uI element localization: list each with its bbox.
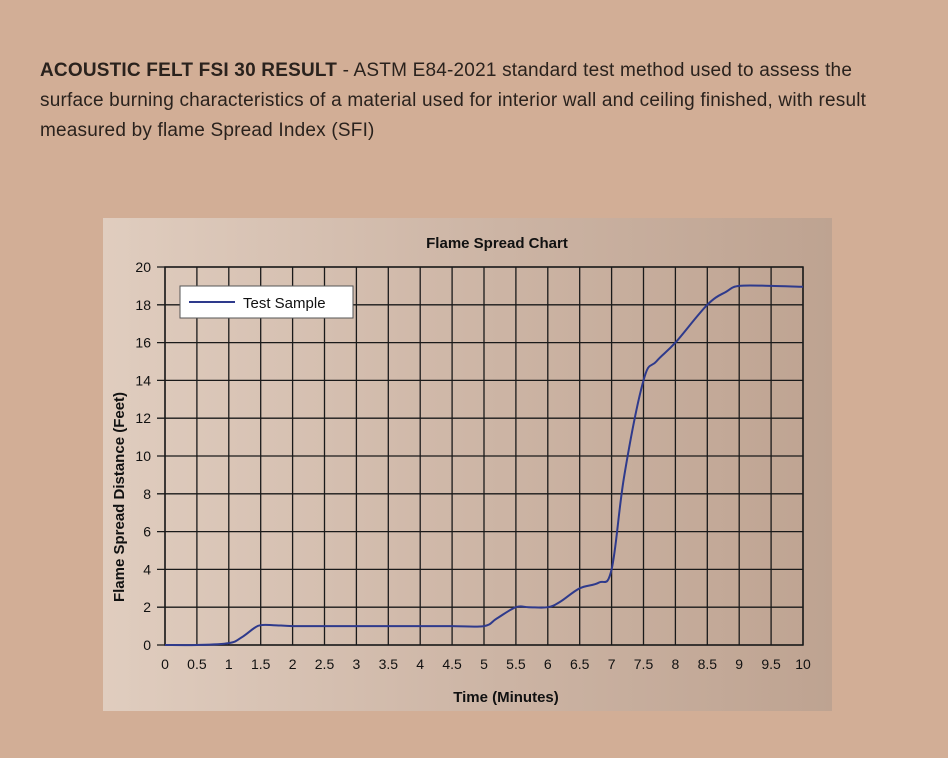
x-tick-label: 3: [353, 656, 361, 672]
y-tick-label: 14: [135, 372, 151, 388]
x-tick-label: 5.5: [506, 656, 526, 672]
x-tick-label: 9: [735, 656, 743, 672]
chart-panel: Flame Spread Chart 0 0.5 1 1.5 2 2.5 3 3.5 4 4.5 5…: [103, 218, 832, 711]
x-tick-label: 2.5: [315, 656, 335, 672]
intro-heading: ACOUSTIC FELT FSI 30 RESULT: [40, 60, 337, 81]
x-tick-label: 1: [225, 656, 233, 672]
y-tick-label: 16: [135, 335, 151, 351]
y-tick-label: 20: [135, 259, 151, 275]
x-tick-label: 6.5: [570, 656, 590, 672]
x-tick-label: 7.5: [634, 656, 654, 672]
x-tick-label: 1.5: [251, 656, 271, 672]
x-tick-label: 7: [608, 656, 616, 672]
legend: Test Sample: [180, 286, 353, 318]
legend-label: Test Sample: [243, 295, 326, 312]
y-tick-label: 18: [135, 297, 151, 313]
chart-title: Flame Spread Chart: [426, 235, 568, 252]
y-tick-label: 10: [135, 448, 151, 464]
y-tick-label: 4: [143, 561, 151, 577]
x-tick-label: 10: [795, 656, 811, 672]
x-tick-label: 4: [416, 656, 424, 672]
x-tick-label: 8: [672, 656, 680, 672]
tick-labels: 0 0.5 1 1.5 2 2.5 3 3.5 4 4.5 5 5.5 6 6.5 7 7.5 8 8.5 9 9.5…: [135, 259, 811, 672]
flame-spread-chart: Flame Spread Chart 0 0.5 1 1.5 2 2.5 3 3.5 4 4.5 5…: [103, 218, 832, 711]
y-tick-label: 2: [143, 599, 151, 615]
x-tick-label: 8.5: [698, 656, 718, 672]
x-tick-label: 0: [161, 656, 169, 672]
x-tick-label: 3.5: [379, 656, 399, 672]
y-axis-label: Flame Spread Distance (Feet): [111, 392, 128, 602]
x-tick-label: 2: [289, 656, 297, 672]
x-tick-label: 6: [544, 656, 552, 672]
y-tick-label: 12: [135, 410, 151, 426]
x-tick-label: 9.5: [761, 656, 781, 672]
y-tick-label: 8: [143, 486, 151, 502]
x-tick-label: 4.5: [442, 656, 462, 672]
x-axis-label: Time (Minutes): [453, 689, 559, 706]
intro-paragraph: ACOUSTIC FELT FSI 30 RESULT - ASTM E84-2…: [40, 56, 920, 146]
x-tick-label: 0.5: [187, 656, 207, 672]
y-tick-label: 0: [143, 637, 151, 653]
x-tick-label: 5: [480, 656, 488, 672]
grid: [157, 267, 803, 645]
y-tick-label: 6: [143, 524, 151, 540]
